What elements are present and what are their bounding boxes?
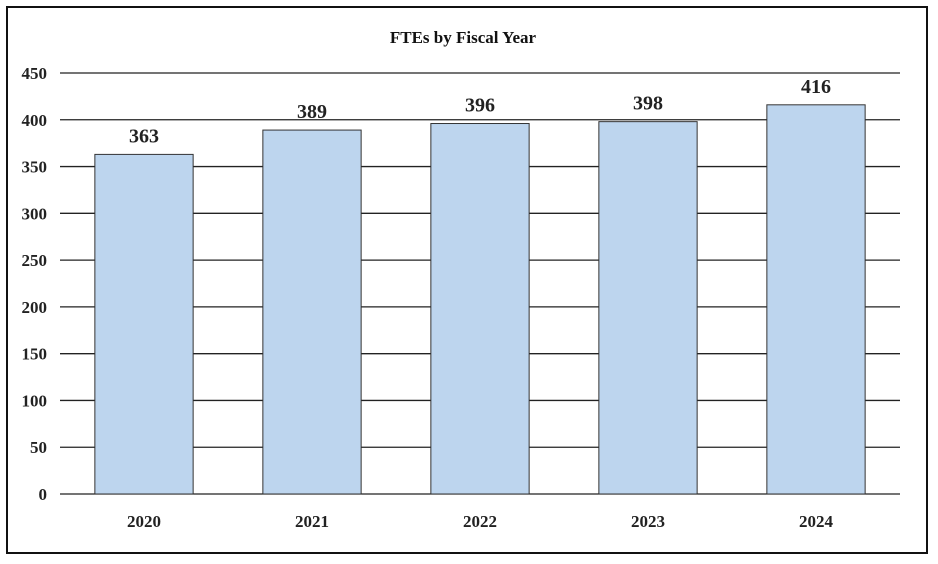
bar [430,123,530,495]
data-label: 398 [633,93,663,115]
bar [94,153,194,495]
x-tick-label: 2022 [463,512,497,531]
y-tick-label: 300 [22,204,48,223]
data-label: 389 [297,101,327,123]
y-tick-label: 150 [22,345,48,364]
bar-layer [94,104,866,495]
data-label: 416 [801,76,831,98]
x-tick-label: 2021 [295,512,329,531]
y-tick-label: 200 [22,298,48,317]
data-label: 363 [129,125,159,147]
grid-layer [60,72,900,495]
y-tick-label: 250 [22,251,48,270]
y-tick-label: 400 [22,111,48,130]
x-tick-label: 2020 [127,512,161,531]
y-axis-ticks: 0 50 100 150 200 250 300 350 400 450 [22,64,48,504]
y-tick-label: 350 [22,158,48,177]
bar [262,129,362,495]
x-axis-ticks: 2020 2021 2022 2023 2024 [127,512,834,531]
y-tick-label: 100 [22,391,48,410]
bar [598,121,698,495]
y-tick-label: 50 [30,438,47,457]
y-tick-label: 450 [22,64,48,83]
data-label: 396 [465,95,495,117]
bar [766,104,866,495]
chart-title: FTEs by Fiscal Year [390,28,537,47]
x-tick-label: 2023 [631,512,665,531]
y-tick-label: 0 [39,485,48,504]
data-label-layer: 363 389 396 398 416 [129,76,831,148]
x-tick-label: 2024 [799,512,834,531]
